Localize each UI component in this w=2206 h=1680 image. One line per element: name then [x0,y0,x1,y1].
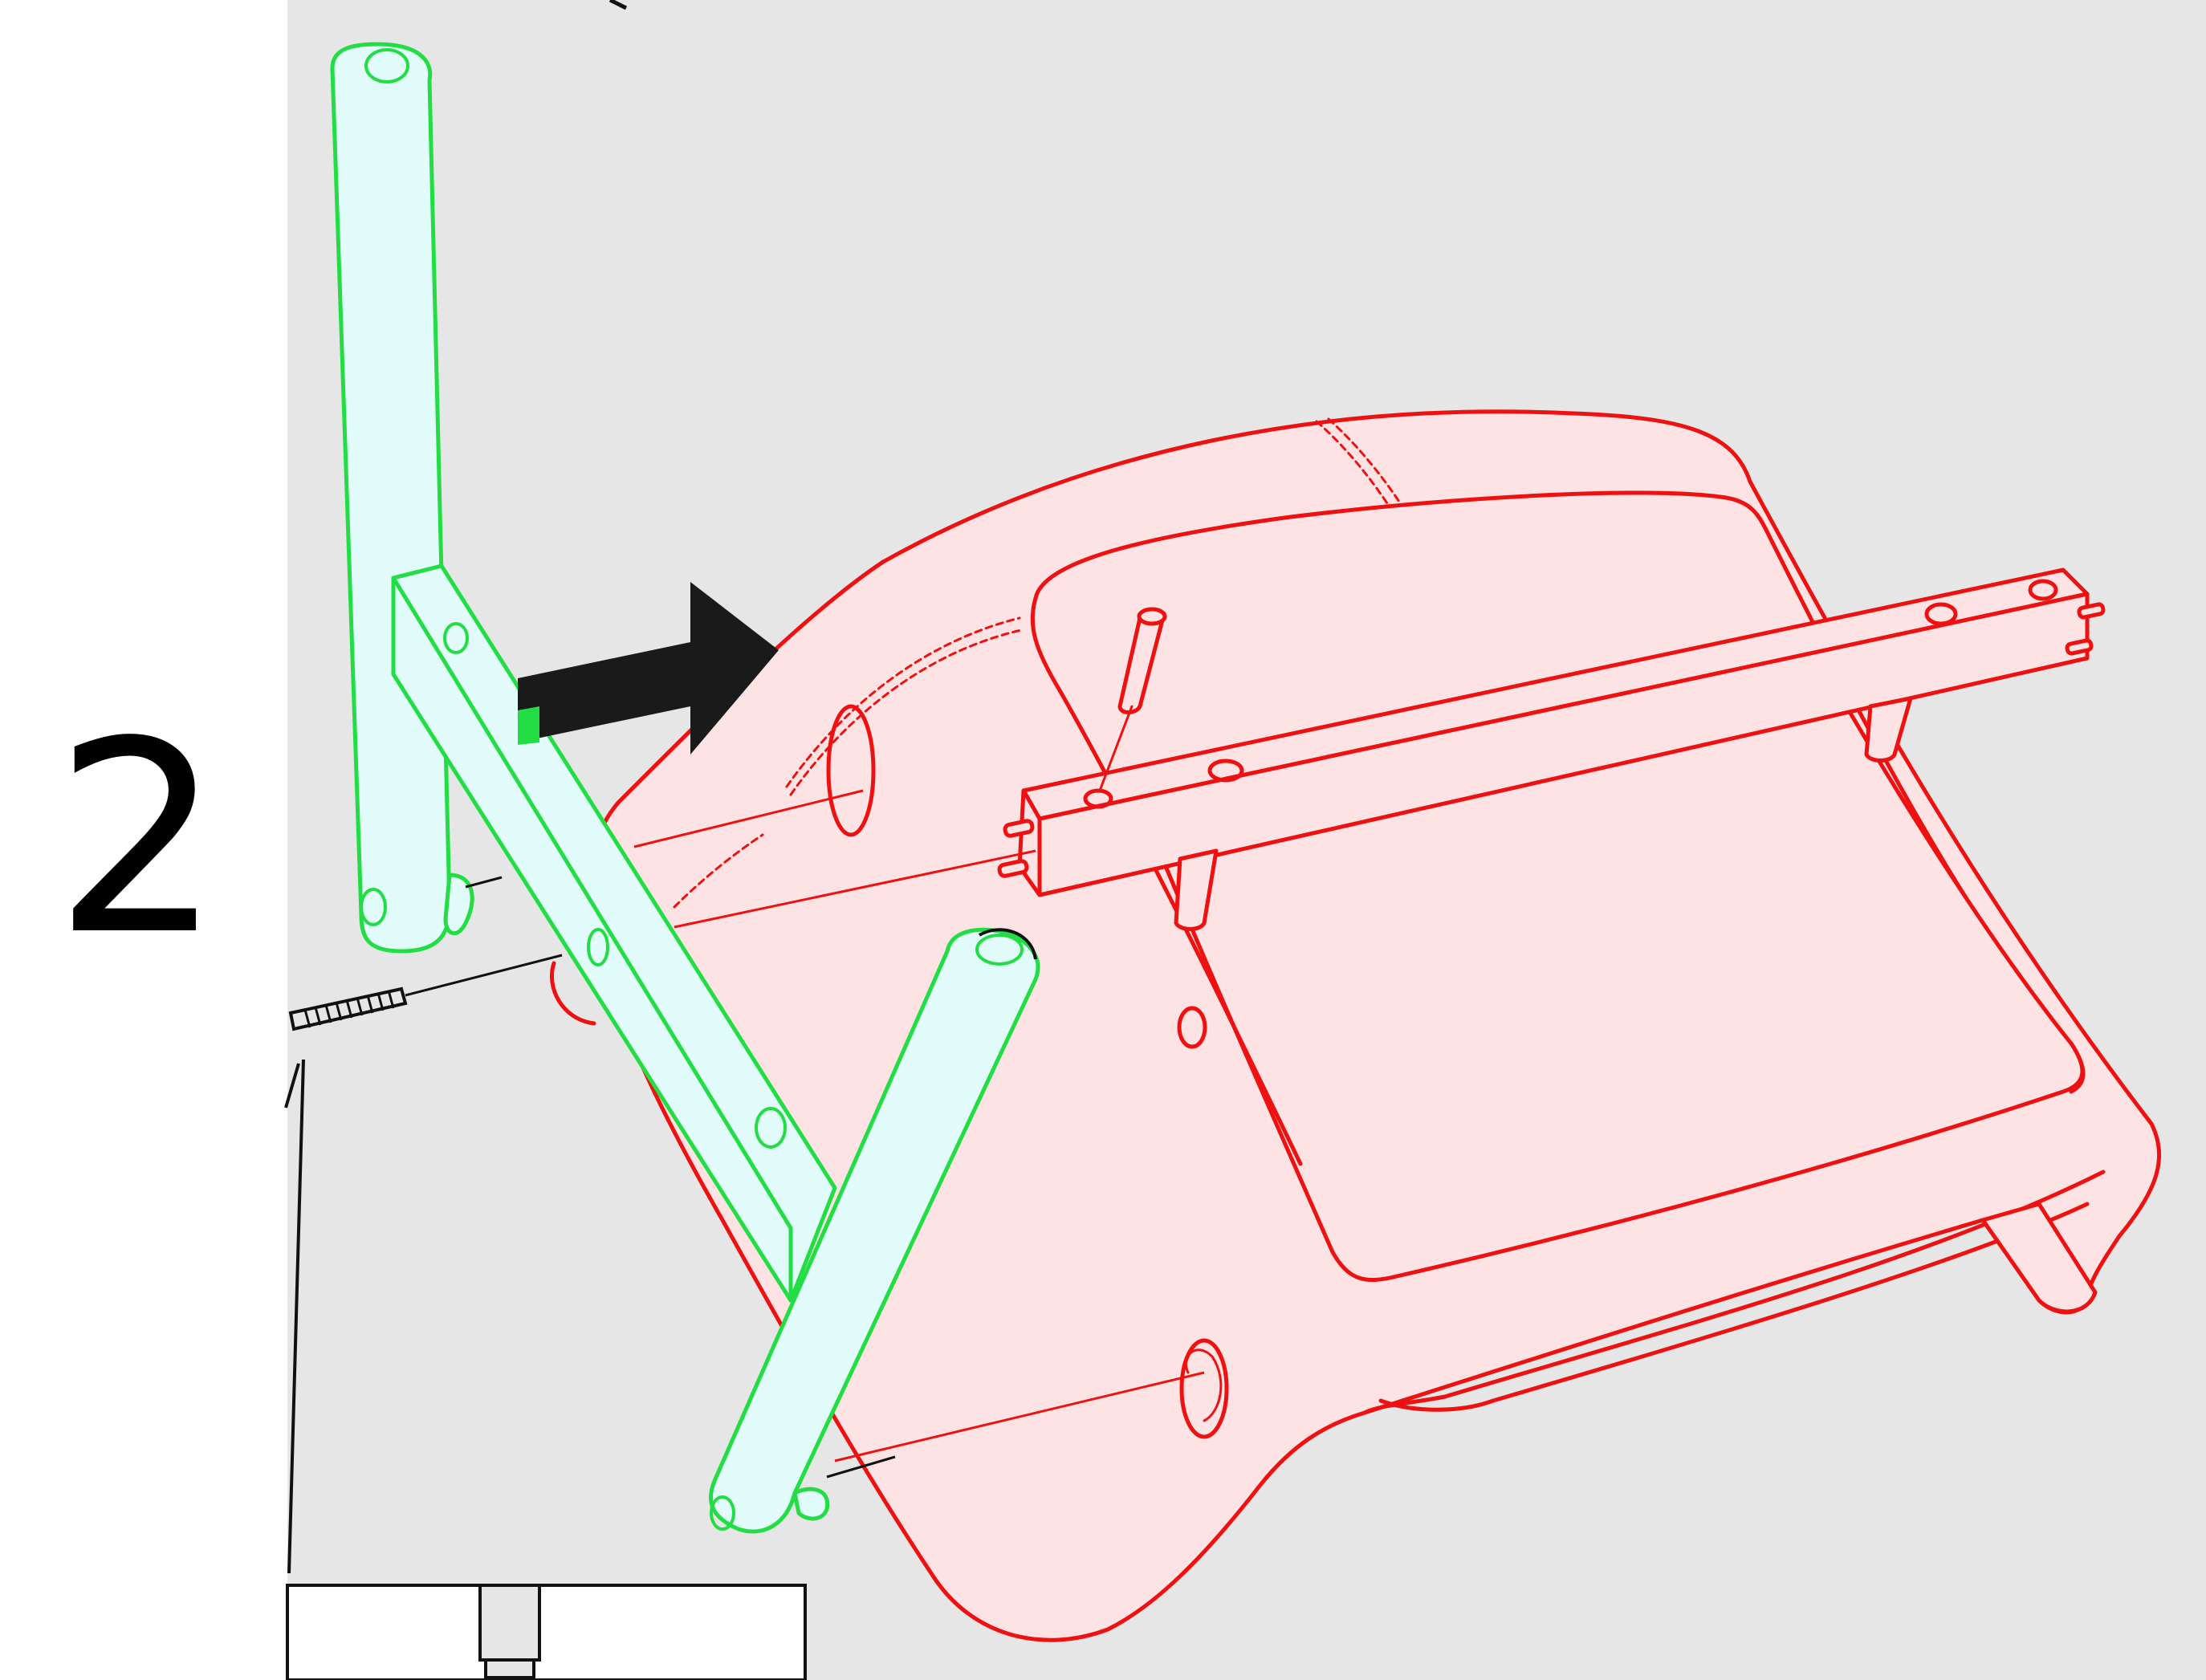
guide-line [674,849,1036,929]
right-leg-stub [1980,1202,2098,1314]
dowel-guide-line [1098,705,1134,792]
step-number: 2 [54,685,222,993]
shell-hole-middle [1177,1006,1207,1049]
lower-seam [673,833,764,909]
rail-leg [1864,696,1913,763]
red-guide-lines [633,789,1205,1462]
top-arrow-fragment [608,0,628,10]
leg-foot [792,1487,830,1521]
shell-hole-left [549,961,596,1026]
brace-hole-bottom [755,1107,787,1149]
leg-top-cap [975,934,1024,966]
left-seam [785,616,1021,788]
screw-guide-line [405,954,563,997]
callout-dowel-base [484,1658,535,1679]
front-lip-underside [1378,1202,2090,1412]
back-seam [1315,420,1390,507]
left-seam-2 [789,628,1023,796]
rail-leg [1174,848,1219,931]
rail-hole [1207,759,1244,783]
callout-detail [284,1059,807,1680]
dowel-icon [1003,819,1035,838]
rail-hole [2028,579,2058,601]
side-frame-part [330,42,1040,1534]
loose-dowel-top [1137,607,1167,626]
callout-pointer [287,1059,305,1574]
arrow-shape [518,582,779,755]
arrow-tail-highlight [518,706,539,745]
screw-guide-line-upper [465,876,503,889]
dowel-icon [997,859,1029,878]
dowel-icon [2077,602,2106,620]
brace-hole-top [443,622,469,654]
right-arrow-icon [518,582,779,755]
shell-hole-upper [826,704,876,837]
rail-hole [1083,788,1113,809]
post-bottom-hole [360,888,387,926]
back-seam-2 [1327,417,1402,506]
screw-thread [303,990,395,1028]
brace-hole-middle [587,928,609,966]
dowel-icon [2065,638,2094,656]
screw-guide-line-lower [826,1455,896,1479]
left-margin [0,0,287,1680]
post-foot [443,873,474,935]
screw-icon [288,876,896,1479]
shell-hole-lower-inner [1184,1348,1223,1422]
post-top-cap [364,48,409,83]
diagonal-brace-face [391,576,793,1303]
front-lip [1362,1169,2106,1415]
guide-line [633,789,864,848]
callout-dowel [478,1584,541,1662]
shell-hole-lower [1179,1338,1229,1439]
leg-bottom-hole [710,1495,735,1531]
guide-line [834,1371,1205,1462]
cross-rail [997,567,2106,931]
rail-hole [1924,602,1958,626]
callout-box [286,1584,807,1680]
leg-top-outline [978,928,1037,960]
seat-cushion [1154,704,2085,1283]
callout-pointer-2 [284,1063,300,1108]
